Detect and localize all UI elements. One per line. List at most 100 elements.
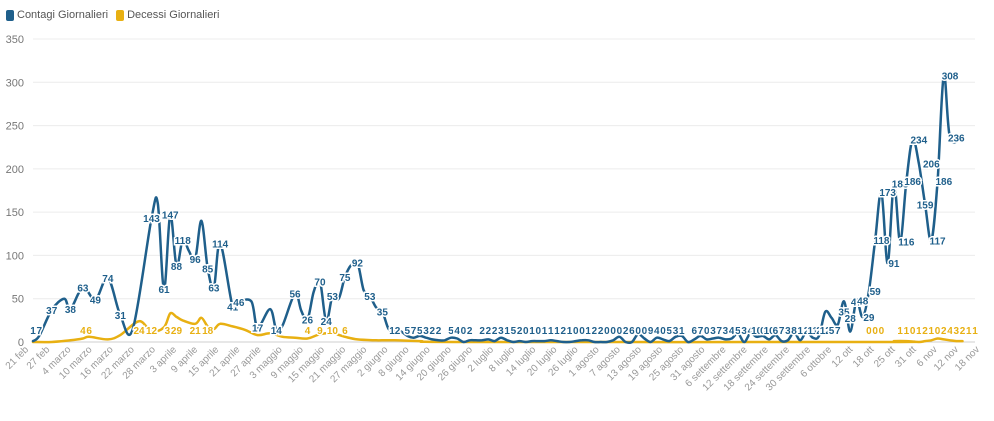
x-tick-label: 18 ott [851, 344, 877, 370]
data-label-decessi: 18 [202, 326, 214, 337]
data-label-contagi: 5 [667, 326, 673, 337]
data-label-decessi: 6 [86, 326, 92, 337]
data-label-contagi: 2 [598, 326, 604, 337]
legend-swatch-contagi [6, 9, 14, 21]
data-label-contagi: 37 [46, 306, 58, 317]
series-line-contagi [31, 74, 964, 345]
data-label-contagi: 6 [773, 326, 779, 337]
legend-label-decessi: Decessi Giornalieri [127, 9, 220, 21]
y-tick-label: 200 [6, 164, 24, 176]
data-label-contagi: 2 [492, 326, 498, 337]
data-label-contagi: 17 [252, 323, 264, 334]
data-label-contagi: 234 [911, 135, 928, 146]
data-label-contagi: 3 [723, 326, 729, 337]
data-label-contagi: 2 [429, 326, 435, 337]
data-label-contagi: 308 [942, 71, 959, 82]
data-label-contagi: 0 [610, 326, 616, 337]
data-label-contagi: 6 [629, 326, 635, 337]
data-label-decessi: 1 [904, 326, 910, 337]
data-label-decessi: 2 [941, 326, 947, 337]
data-label-contagi: 63 [77, 283, 89, 294]
data-label-decessi: 33 [165, 326, 177, 337]
data-label-contagi: 0 [642, 326, 648, 337]
data-label-contagi: 5 [735, 326, 741, 337]
legend-item-decessi[interactable]: Decessi Giornalieri [116, 9, 219, 21]
data-label-contagi: 7 [411, 326, 417, 337]
data-label-decessi: 1 [916, 326, 922, 337]
data-label-contagi: 70 [314, 277, 326, 288]
data-label-contagi: 47 [851, 297, 863, 308]
data-label-contagi: 46 [233, 298, 245, 309]
data-label-contagi: 24 [321, 317, 333, 328]
data-label-contagi: 88 [171, 262, 183, 273]
y-tick-label: 350 [6, 34, 24, 46]
y-tick-label: 0 [18, 337, 24, 349]
legend-label-contagi: Contagi Giornalieri [17, 9, 109, 21]
data-label-decessi: 1 [972, 326, 978, 337]
data-label-contagi: 143 [143, 214, 160, 225]
data-label-decessi: 24 [133, 326, 145, 337]
data-label-contagi: 9 [648, 326, 654, 337]
data-label-contagi: 2 [436, 326, 442, 337]
data-label-contagi: 1 [554, 326, 560, 337]
data-label-contagi: 2 [623, 326, 629, 337]
data-label-contagi: 74 [102, 274, 114, 285]
data-label-contagi: 53 [327, 292, 339, 303]
x-tick-label: 25 ott [872, 344, 898, 370]
data-label-decessi: 2 [960, 326, 966, 337]
data-label-contagi: 0 [617, 326, 623, 337]
data-label-contagi: 147 [162, 211, 179, 222]
legend-item-contagi[interactable]: Contagi Giornalieri [6, 9, 108, 21]
data-label-contagi: 0 [704, 326, 710, 337]
data-label-decessi: 4 [305, 326, 311, 337]
data-label-contagi: 3 [423, 326, 429, 337]
data-label-contagi: 59 [870, 287, 882, 298]
data-label-decessi: 2 [922, 326, 928, 337]
data-label-contagi: 236 [948, 134, 965, 145]
data-label-contagi: 7 [779, 326, 785, 337]
data-label-contagi: 3 [710, 326, 716, 337]
data-label-contagi: 28 [845, 314, 857, 325]
x-tick-label: 12 ott [830, 344, 856, 370]
data-label-contagi: 118 [175, 236, 192, 247]
data-label-contagi: 56 [289, 290, 301, 301]
data-label-decessi: 4 [947, 326, 953, 337]
data-label-contagi: 0 [461, 326, 467, 337]
data-label-contagi: 96 [190, 255, 202, 266]
data-label-decessi: 1 [929, 326, 935, 337]
data-label-contagi: 1 [542, 326, 548, 337]
data-label-contagi: 3 [673, 326, 679, 337]
data-label-decessi: 4 [80, 326, 86, 337]
data-label-contagi: 91 [888, 259, 900, 270]
data-label-contagi: 159 [917, 200, 934, 211]
data-label-contagi: 6 [691, 326, 697, 337]
data-label-contagi: 11 [808, 326, 819, 337]
data-label-contagi: 4 [729, 326, 735, 337]
data-label-contagi: 38 [65, 305, 77, 316]
data-label-contagi: 0 [536, 326, 542, 337]
y-tick-label: 50 [12, 294, 24, 306]
data-label-contagi: 0 [760, 326, 766, 337]
data-label-contagi: 2 [816, 326, 822, 337]
data-label-contagi: 2 [592, 326, 598, 337]
data-label-contagi: 206 [923, 160, 940, 171]
data-label-contagi: 1 [529, 326, 535, 337]
data-label-decessi: 29 [171, 326, 183, 337]
legend-swatch-decessi [116, 9, 125, 21]
data-label-contagi: 2 [467, 326, 473, 337]
data-label-contagi: 35 [377, 308, 389, 319]
data-label-contagi: 0 [635, 326, 641, 337]
data-label-contagi: 41 [227, 303, 239, 314]
data-label-contagi: 2 [486, 326, 492, 337]
data-label-contagi: 2 [804, 326, 810, 337]
data-label-contagi: 35 [838, 308, 850, 319]
data-label-contagi: 0 [573, 326, 579, 337]
data-label-contagi: 7 [716, 326, 722, 337]
data-label-contagi: 2 [517, 326, 523, 337]
data-label-decessi: 12 [146, 326, 158, 337]
data-label-contagi: 29 [863, 313, 875, 324]
data-label-contagi: 1 [548, 326, 554, 337]
data-label-contagi: 1 [585, 326, 591, 337]
data-label-contagi: 0 [604, 326, 610, 337]
data-label-contagi: 4 [654, 326, 660, 337]
